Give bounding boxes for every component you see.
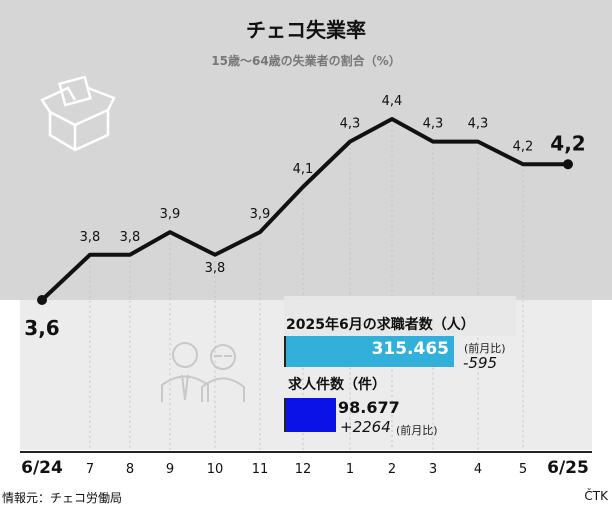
credit: ČTK xyxy=(584,489,608,503)
data-label: 4,2 xyxy=(513,139,534,154)
vacancies-change: +2264 xyxy=(340,418,391,436)
x-tick-label: 2 xyxy=(388,462,396,477)
vacancies-title: 求人件数（件） xyxy=(288,377,386,393)
x-tick-label: 8 xyxy=(126,462,134,477)
vacancies-bar xyxy=(284,398,336,432)
x-tick-label: 11 xyxy=(252,462,269,477)
data-label: 4,3 xyxy=(340,117,361,132)
x-tick-label: 6/25 xyxy=(547,458,589,478)
x-tick-label: 7 xyxy=(86,462,94,477)
data-label: 3,8 xyxy=(80,230,101,245)
data-label: 4,1 xyxy=(293,162,314,177)
x-tick-label: 12 xyxy=(295,462,312,477)
data-label: 3,8 xyxy=(120,230,141,245)
header-background xyxy=(0,0,612,300)
data-label: 3,9 xyxy=(250,207,271,222)
data-label: 3,9 xyxy=(160,207,181,222)
seekers-change: -595 xyxy=(463,354,498,372)
series-line xyxy=(40,117,568,302)
box-icon xyxy=(40,75,116,152)
x-tick-label: 3 xyxy=(429,462,437,477)
seekers-panel xyxy=(284,296,516,336)
source-note: 情報元：チェコ労働局 xyxy=(2,491,123,505)
people-icon xyxy=(161,342,245,402)
data-label: 4,2 xyxy=(550,131,585,155)
data-label: 4,3 xyxy=(423,117,444,132)
x-tick-label: 1 xyxy=(346,462,354,477)
x-tick-label: 6/24 xyxy=(21,458,63,478)
data-label: 4,4 xyxy=(382,94,403,109)
x-tick-label: 10 xyxy=(207,462,224,477)
x-tick-label: 5 xyxy=(519,462,527,477)
chart-title: チェコ失業率 xyxy=(246,18,366,42)
seekers-title: 2025年6月の求職者数（人） xyxy=(286,317,475,333)
data-label: 3,8 xyxy=(205,261,226,276)
vacancies-compare-label: (前月比) xyxy=(396,424,438,437)
chart-subtitle: 15歳〜64歳の失業者の割合（%） xyxy=(211,54,401,68)
data-point xyxy=(563,159,573,170)
seekers-bar: 315.465 xyxy=(284,336,454,367)
seekers-compare-label: (前月比) xyxy=(464,342,506,355)
data-label: 3,6 xyxy=(24,316,59,340)
x-tick-label: 9 xyxy=(166,462,174,477)
vacancies-value: 98.677 xyxy=(338,398,400,417)
data-label: 4,3 xyxy=(468,117,489,132)
data-point xyxy=(37,295,47,305)
x-tick-label: 4 xyxy=(474,462,482,477)
